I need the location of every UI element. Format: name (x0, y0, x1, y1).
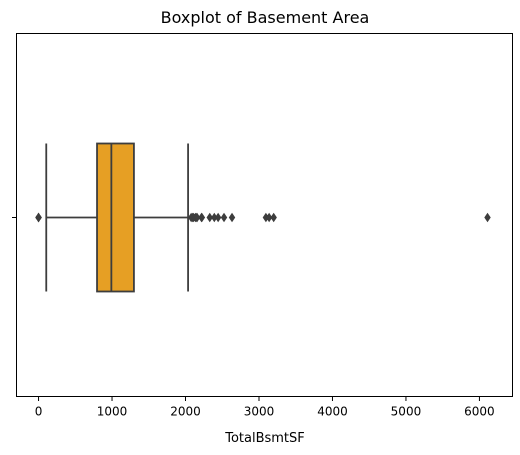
x-tick-label: 5000 (391, 405, 422, 419)
x-axis-label: TotalBsmtSF (224, 431, 305, 446)
chart-title: Boxplot of Basement Area (161, 8, 370, 27)
x-tick-label: 3000 (244, 405, 275, 419)
x-axis-ticks: 0 1000 2000 3000 4000 5000 6000 (35, 396, 495, 419)
box-and-whiskers (45, 142, 189, 293)
outlier-point (198, 212, 206, 223)
outlier-point (270, 212, 277, 223)
x-tick-label: 6000 (464, 405, 495, 419)
x-tick-label: 4000 (317, 405, 348, 419)
interquartile-box (96, 142, 135, 293)
outlier-points (35, 212, 491, 223)
x-tick-label: 1000 (97, 405, 128, 419)
plot-area-frame (16, 33, 513, 397)
outlier-point (206, 212, 213, 223)
outlier-point (484, 212, 491, 223)
outlier-point (265, 212, 273, 223)
outlier-point (35, 212, 42, 223)
outlier-point (220, 212, 228, 223)
outlier-point (228, 212, 236, 223)
outlier-point (214, 212, 222, 223)
outlier-point (193, 212, 201, 223)
x-tick-label: 2000 (170, 405, 201, 419)
x-tick-label: 0 (35, 405, 43, 419)
